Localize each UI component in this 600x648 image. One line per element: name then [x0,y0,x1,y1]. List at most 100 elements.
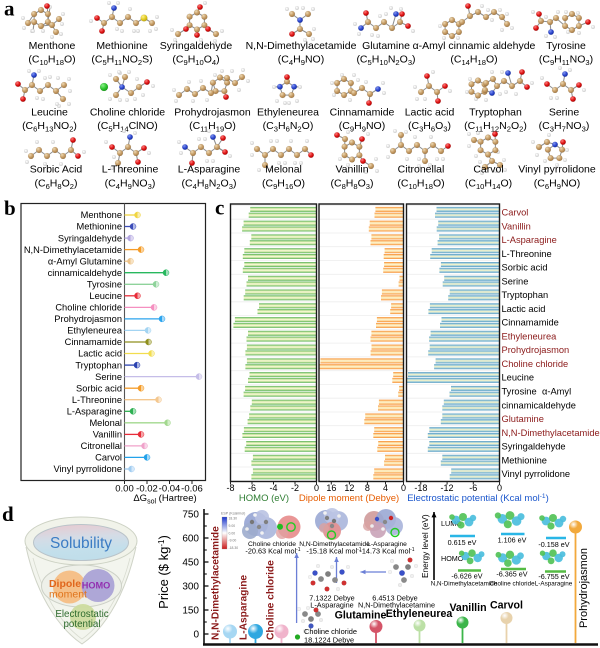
svg-text:(C11​H19​O): (C11​H19​O) [189,120,236,134]
svg-text:Prohydrojasmon: Prohydrojasmon [54,314,122,324]
svg-text:150: 150 [182,606,199,617]
svg-text:(C6​H9​NO): (C6​H9​NO) [534,178,580,192]
svg-text:Energy level (eV): Energy level (eV) [420,514,430,578]
svg-text:LUMO: LUMO [441,519,462,528]
svg-text:L-Threonine: L-Threonine [502,249,552,259]
svg-text:0: 0 [193,630,199,641]
svg-text:(C5​H14​ClNO): (C5​H14​ClNO) [97,120,158,134]
svg-text:HOMO (eV): HOMO (eV) [239,493,289,504]
svg-text:-8: -8 [226,483,234,493]
svg-text:16: 16 [326,483,336,493]
svg-text:L-Asparagine: L-Asparagine [67,406,122,416]
svg-text:(C11​H12​N2​O2​): (C11​H12​N2​O2​) [464,120,527,134]
svg-text:Syringaldehyde: Syringaldehyde [502,442,566,452]
svg-text:α-Amyl Glutamine: α-Amyl Glutamine [48,256,122,266]
svg-text:-6.626 eV: -6.626 eV [451,572,482,581]
svg-text:(C4​H8​N2​O3​): (C4​H8​N2​O3​) [182,178,237,192]
svg-text:Vanillin: Vanillin [93,430,122,440]
svg-text:L-Asparagine: L-Asparagine [178,164,241,176]
svg-text:L-Asparagine: L-Asparagine [310,601,353,610]
svg-text:Ethyleneurea: Ethyleneurea [67,326,123,336]
svg-text:18.1224 Debye: 18.1224 Debye [304,636,354,645]
svg-text:Solubility: Solubility [50,535,112,552]
svg-text:750: 750 [182,510,199,521]
svg-text:(C10​H18​O): (C10​H18​O) [28,54,75,68]
svg-text:L-Asparagine: L-Asparagine [535,581,573,588]
svg-text:Sorbic acid: Sorbic acid [502,263,548,273]
svg-text:N,N-Dimethylacetamine: N,N-Dimethylacetamine [358,601,435,610]
svg-text:Ethyleneurea: Ethyleneurea [257,107,319,119]
svg-text:-9.00: -9.00 [229,539,237,543]
svg-text:Glutamine: Glutamine [502,414,544,424]
svg-text:4: 4 [383,483,388,493]
svg-text:Methionine: Methionine [502,455,547,465]
svg-text:Serine: Serine [502,276,529,286]
svg-text:Vinyl pyrrolidone: Vinyl pyrrolidone [502,469,571,479]
svg-text:N,N-Dimethylacetamide: N,N-Dimethylacetamide [24,245,122,255]
svg-text:-20.63 Kcal mol-1​: -20.63 Kcal mol-1​ [245,547,300,556]
svg-text:a: a [4,0,15,21]
svg-text:α-Amyl: α-Amyl [542,387,571,397]
svg-text:Choline chloride: Choline chloride [489,581,535,588]
svg-text:L-Threonine: L-Threonine [102,164,159,176]
svg-text:N,N-Dimethylacetamide: N,N-Dimethylacetamide [246,40,357,52]
svg-text:-2: -2 [291,483,299,493]
svg-text:300: 300 [182,582,199,593]
svg-text:(C8​H8​O3​): (C8​H8​O3​) [330,178,373,192]
svg-text:(C6​H13​NO2​): (C6​H13​NO2​) [22,120,77,134]
svg-text:600: 600 [182,534,199,545]
svg-text:-18: -18 [414,483,427,493]
svg-text:1.106 eV: 1.106 eV [498,536,527,545]
svg-text:ΔGsol​ (Hartree): ΔGsol​ (Hartree) [133,493,196,505]
svg-text:Syringaldehyde: Syringaldehyde [160,40,233,52]
svg-text:0.00: 0.00 [115,484,134,495]
svg-text:Leucine: Leucine [89,291,122,301]
svg-text:Cinnamamide: Cinnamamide [502,318,559,328]
svg-text:0.00: 0.00 [229,531,236,535]
svg-text:N,N-Dimethylacetamide: N,N-Dimethylacetamide [431,581,498,588]
svg-text:-0.06: -0.06 [181,484,203,495]
svg-text:Citronellal: Citronellal [81,441,122,451]
svg-text:L-Threonine: L-Threonine [72,395,122,405]
svg-text:Tyrosine: Tyrosine [87,279,122,289]
svg-text:Choline chloride: Choline chloride [55,303,122,313]
svg-text:(C14​H18​O): (C14​H18​O) [450,54,497,68]
svg-text:-6: -6 [248,483,256,493]
svg-text:Serine: Serine [549,107,580,119]
svg-text:(C10​H18​O): (C10​H18​O) [397,178,444,192]
svg-text:(C5​H10​N2​O3​): (C5​H10​N2​O3​) [356,54,415,68]
svg-text:Tryptophan: Tryptophan [469,107,522,119]
svg-text:N,N-Dimethylacetamide: N,N-Dimethylacetamide [299,541,370,548]
svg-text:N,N-Dimethylacetamide: N,N-Dimethylacetamide [502,428,600,438]
svg-text:Lactic acid: Lactic acid [405,107,455,119]
svg-text:0.615 eV: 0.615 eV [448,538,477,547]
svg-text:Sorbic Acid: Sorbic Acid [30,164,83,176]
svg-text:moment: moment [49,589,87,601]
svg-text:N,N-Dimethylacetamide: N,N-Dimethylacetamide [211,526,222,640]
svg-text:Cinnamamide: Cinnamamide [330,107,395,119]
svg-text:-18.30: -18.30 [229,546,239,550]
svg-text:Menthone: Menthone [81,210,122,220]
svg-text:Tryptophan: Tryptophan [75,360,122,370]
svg-text:Choline chloride: Choline chloride [266,560,277,640]
svg-text:Electrostatic: Electrostatic [55,609,108,620]
svg-text:-14.73 Kcal mol-1​: -14.73 Kcal mol-1​ [359,547,414,556]
svg-text:-4: -4 [269,483,277,493]
svg-text:Menthone: Menthone [29,40,76,52]
svg-text:Melonal: Melonal [89,418,122,428]
svg-text:Choline chloride: Choline chloride [304,627,357,636]
svg-text:Glutamine: Glutamine [335,610,387,622]
svg-text:0: 0 [401,483,406,493]
svg-text:Ethyleneurea: Ethyleneurea [386,608,453,620]
svg-text:Tyrosine: Tyrosine [546,40,586,52]
svg-text:HOMO: HOMO [441,554,464,563]
svg-text:Carvol: Carvol [490,600,523,612]
svg-text:9.00: 9.00 [229,524,236,528]
svg-text:b: b [4,196,16,220]
svg-text:Lactic acid: Lactic acid [502,304,546,314]
svg-text:(C3​H7​NO3​): (C3​H7​NO3​) [539,120,590,134]
svg-text:potential: potential [63,619,100,630]
svg-text:7.1322 Debye: 7.1322 Debye [309,594,354,603]
svg-text:Choline chloride: Choline chloride [248,541,296,548]
svg-text:(C4​H9​NO): (C4​H9​NO) [278,54,324,68]
